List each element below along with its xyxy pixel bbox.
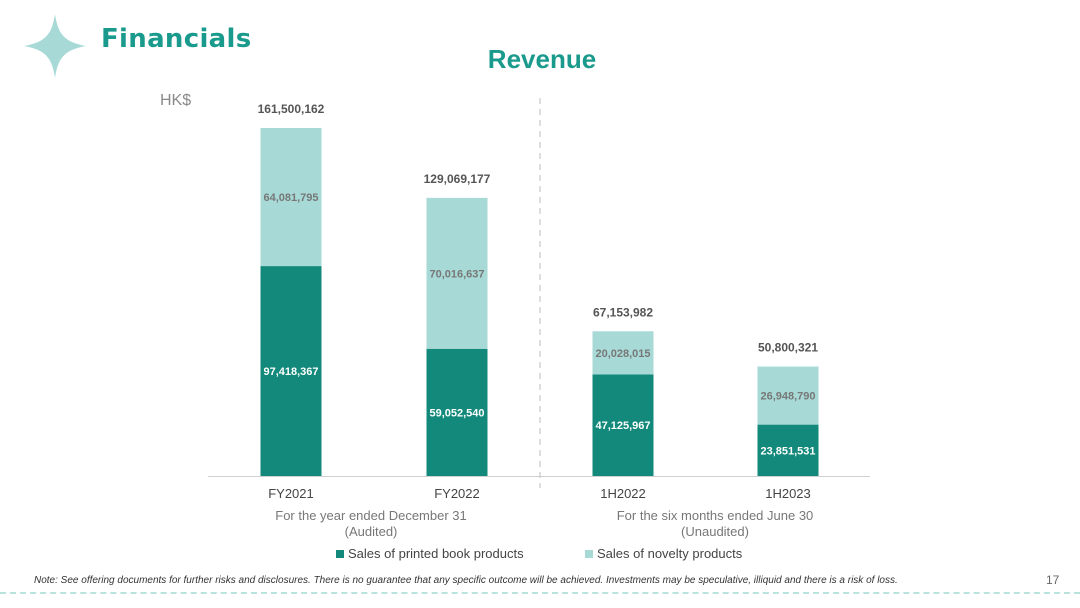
legend-item-printed: Sales of printed book products bbox=[336, 545, 524, 563]
data-label-printed-1H2023: 23,851,531 bbox=[760, 445, 815, 457]
x-tick-label-1H2023: 1H2023 bbox=[765, 486, 811, 501]
bar-printed-FY2021 bbox=[260, 266, 322, 476]
x-tick-label-FY2022: FY2022 bbox=[434, 486, 480, 501]
group-caption-interim-line2: (Unaudited) bbox=[681, 524, 749, 539]
data-label-novelty-FY2022: 70,016,637 bbox=[429, 268, 484, 280]
legend-label-novelty: Sales of novelty products bbox=[597, 546, 743, 561]
data-label-novelty-FY2021: 64,081,795 bbox=[263, 192, 318, 204]
total-label-FY2021: 161,500,162 bbox=[258, 102, 325, 116]
group-caption-interim-line1: For the six months ended June 30 bbox=[616, 508, 814, 523]
legend-label-printed: Sales of printed book products bbox=[348, 546, 524, 561]
bar-novelty-FY2022 bbox=[426, 197, 488, 349]
data-label-printed-1H2022: 47,125,967 bbox=[595, 420, 650, 432]
group-caption-annual-line2: (Audited) bbox=[344, 524, 398, 539]
bar-printed-1H2023 bbox=[757, 424, 819, 476]
chart-legend: Sales of printed book products Sales of … bbox=[0, 545, 1080, 563]
x-tick-label-1H2022: 1H2022 bbox=[600, 486, 646, 501]
footer-divider bbox=[0, 592, 1080, 594]
bar-novelty-1H2023 bbox=[757, 366, 819, 425]
x-tick-label-FY2021: FY2021 bbox=[268, 486, 314, 501]
bar-novelty-1H2022 bbox=[592, 331, 654, 375]
bar-novelty-FY2021 bbox=[260, 128, 322, 267]
data-label-printed-FY2021: 97,418,367 bbox=[263, 366, 318, 378]
legend-item-novelty: Sales of novelty products bbox=[585, 545, 742, 563]
total-label-1H2023: 50,800,321 bbox=[758, 341, 818, 355]
group-caption-interim: For the six months ended June 30 (Unaudi… bbox=[590, 508, 840, 540]
data-label-novelty-1H2022: 20,028,015 bbox=[595, 348, 650, 360]
group-caption-annual: For the year ended December 31 (Audited) bbox=[246, 508, 496, 540]
section-title: Financials bbox=[101, 24, 252, 54]
bar-printed-FY2022 bbox=[426, 348, 488, 476]
total-label-1H2022: 67,153,982 bbox=[593, 305, 653, 319]
unit-label: HK$ bbox=[160, 92, 192, 109]
legend-swatch-novelty bbox=[585, 550, 593, 558]
bar-printed-1H2022 bbox=[592, 374, 654, 476]
legend-swatch-printed bbox=[336, 550, 344, 558]
data-label-printed-FY2022: 59,052,540 bbox=[429, 407, 484, 419]
chart-title: Revenue bbox=[487, 44, 597, 74]
page-number: 17 bbox=[1046, 573, 1060, 587]
total-label-FY2022: 129,069,177 bbox=[424, 172, 491, 186]
four-point-star-icon bbox=[24, 14, 86, 78]
data-label-novelty-1H2023: 26,948,790 bbox=[760, 391, 815, 403]
disclaimer-note: Note: See offering documents for further… bbox=[34, 575, 898, 586]
group-caption-annual-line1: For the year ended December 31 bbox=[275, 508, 467, 523]
